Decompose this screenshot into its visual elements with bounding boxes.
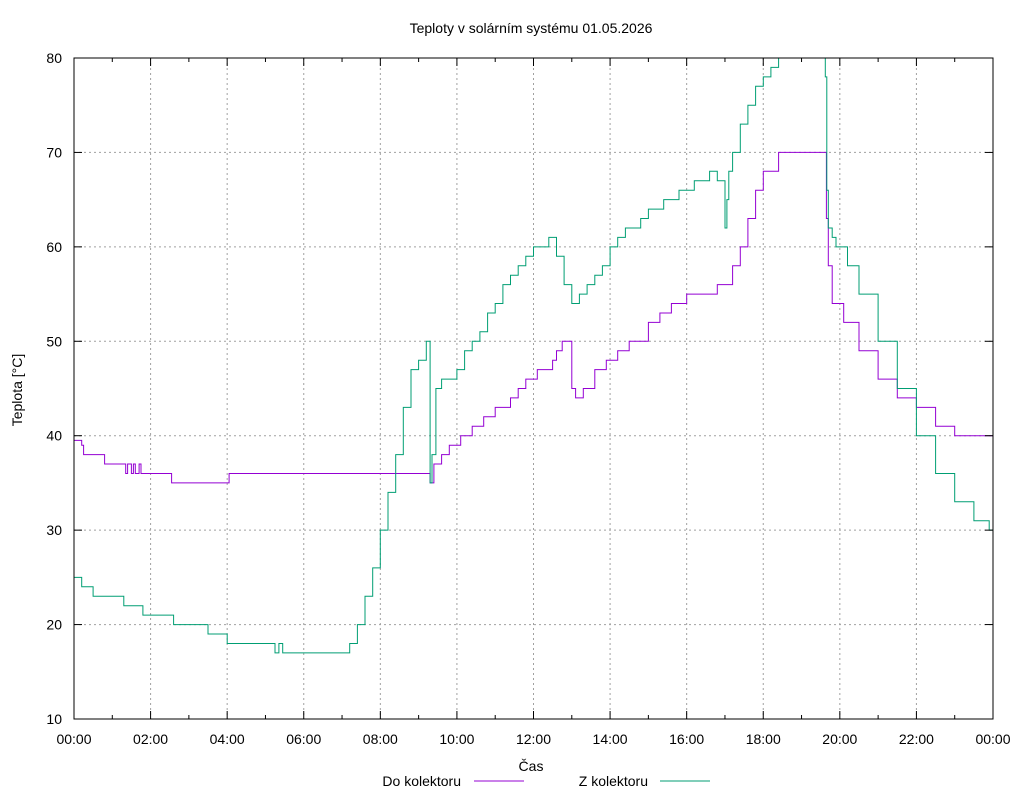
x-axis-label: Čas xyxy=(519,758,544,774)
x-tick-label: 00:00 xyxy=(56,731,91,747)
x-tick-label: 18:00 xyxy=(746,731,781,747)
y-tick-label: 50 xyxy=(46,333,62,349)
y-tick-label: 30 xyxy=(46,522,62,538)
x-tick-label: 16:00 xyxy=(669,731,704,747)
y-tick-label: 70 xyxy=(46,144,62,160)
y-tick-label: 40 xyxy=(46,428,62,444)
x-tick-label: 08:00 xyxy=(363,731,398,747)
y-axis-label: Teplota [°C] xyxy=(9,354,25,427)
y-tick-label: 60 xyxy=(46,239,62,255)
x-tick-label: 10:00 xyxy=(439,731,474,747)
legend-label: Z kolektoru xyxy=(579,773,648,789)
y-tick-label: 10 xyxy=(46,711,62,727)
y-tick-label: 80 xyxy=(46,50,62,66)
x-tick-label: 14:00 xyxy=(593,731,628,747)
y-tick-label: 20 xyxy=(46,617,62,633)
x-tick-label: 06:00 xyxy=(286,731,321,747)
ticks: 10 20 30 40 50 60 70 80 00:00 02:00 04:00 06:00 08:0… xyxy=(46,50,1010,747)
x-tick-label: 12:00 xyxy=(516,731,551,747)
x-tick-label: 04:00 xyxy=(210,731,245,747)
x-tick-label: 22:00 xyxy=(899,731,934,747)
chart-title: Teploty v solárním systému 01.05.2026 xyxy=(410,20,653,36)
x-tick-label: 00:00 xyxy=(975,731,1010,747)
x-tick-label: 20:00 xyxy=(822,731,857,747)
x-tick-label: 02:00 xyxy=(133,731,168,747)
legend: Do kolektoru Z kolektoru xyxy=(382,773,710,789)
legend-label: Do kolektoru xyxy=(382,773,461,789)
